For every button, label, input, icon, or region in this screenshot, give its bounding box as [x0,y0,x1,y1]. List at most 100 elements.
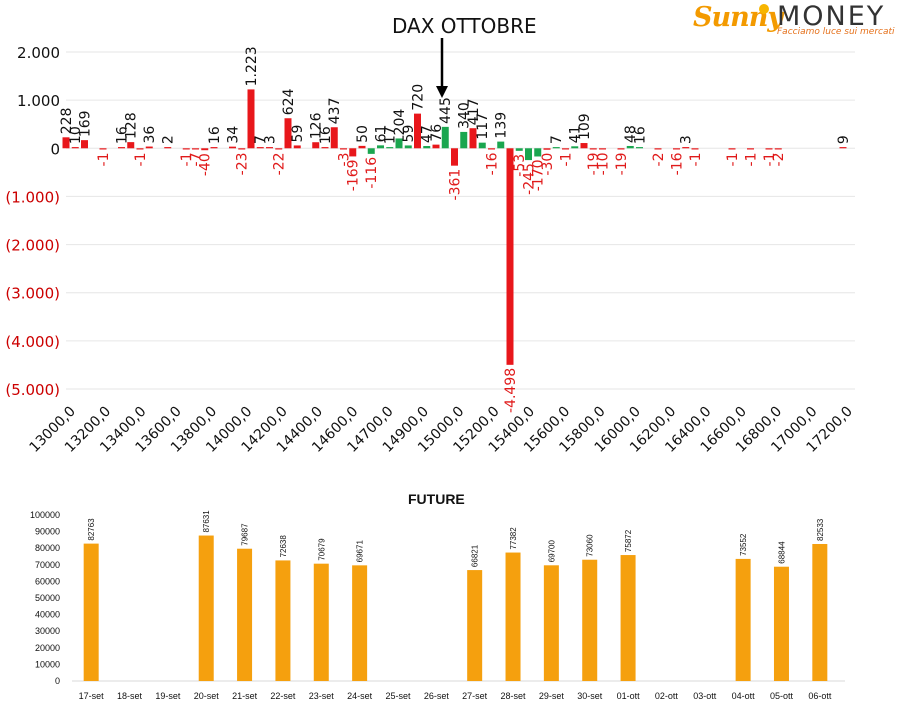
bar [467,570,483,681]
bar [182,148,190,150]
bar-value-label: 34 [225,126,241,144]
x-tick-label: 22-set [270,691,296,701]
bar-value-label: -7 [189,152,205,166]
bar-value-label: 10 [68,126,84,144]
bar-value-label: -1 [744,152,760,166]
bar [432,144,440,149]
bar [358,145,366,149]
bar [582,559,598,681]
bar-value-label: 720 [411,84,427,111]
bar-value-label: 16 [318,126,334,144]
bar-value-label: 3 [263,135,279,144]
bar [515,148,523,151]
bar [275,148,283,150]
bar [127,142,135,149]
bar [589,148,597,150]
x-tick-label: 19-set [155,691,181,701]
y-tick-label: 80000 [35,543,60,553]
bar-value-label: 624 [281,88,297,115]
bar-value-label: 73060 [586,534,595,557]
bar [210,147,218,149]
bar [266,147,273,149]
bar-value-label: -19 [586,152,602,175]
y-tick-label: 2.000 [17,44,60,62]
bar [765,148,773,150]
bar-value-label: 70679 [317,538,326,561]
bar-value-label: 69671 [356,540,365,563]
bar-value-label: 340 [457,102,473,129]
bar [543,148,551,150]
bar [562,148,569,150]
bar-value-label: -53 [512,154,528,177]
bar [839,147,847,149]
y-tick-label: (4.000) [5,333,60,351]
bar [599,148,606,150]
bar [349,148,357,157]
bar [284,118,292,149]
bar-value-label: 76 [429,124,445,142]
bar-value-label: -1 [688,152,704,166]
bar-value-label: 3 [679,135,695,144]
y-tick-label: 30000 [35,626,60,636]
bar [552,147,560,149]
bar [247,89,255,149]
bar-value-label: 139 [494,112,510,139]
bar-value-label: 50 [355,125,371,143]
bar-value-label: 61 [374,125,390,143]
bar [812,543,828,681]
bar [534,148,542,157]
bar-value-label: -19 [614,152,630,175]
bar [377,145,384,149]
bar-value-label: 59 [401,125,417,143]
bar-value-label: -116 [364,157,380,189]
x-tick-label: 03-ott [693,691,717,701]
bar [497,141,505,149]
bar [238,148,246,150]
bar-value-label: -1 [725,152,741,166]
bar [352,565,368,681]
bar [654,148,662,150]
bar [198,535,214,681]
x-tick-label: 20-set [194,691,220,701]
bar-value-label: 87631 [202,510,211,533]
chart-title-future: FUTURE [408,491,465,507]
bar [460,131,468,149]
bar-value-label: 41 [568,125,584,143]
y-tick-label: 70000 [35,560,60,570]
y-tick-label: 60000 [35,576,60,586]
x-tick-label: 23-set [309,691,335,701]
bar [673,148,680,150]
bar-value-label: 68844 [777,541,786,564]
bar-value-label: 117 [475,113,491,140]
bar-value-label: 437 [327,98,343,125]
bar-value-label: -3 [337,152,353,166]
bar [620,555,636,681]
bar-value-label: 77382 [509,527,518,550]
bar [321,147,329,149]
bar [340,148,347,150]
bar-value-label: 445 [438,97,454,124]
bar [728,148,736,150]
logo-tagline: Facciamo luce sui mercati [777,27,895,37]
bar [256,147,264,149]
bar-value-label: -22 [272,152,288,175]
bar-value-label: 72638 [279,535,288,558]
x-tick-label: 17-set [79,691,105,701]
chart-title-dax: DAX OTTOBRE [392,14,537,38]
bar-value-label: 59 [290,125,306,143]
bar-value-label: -170 [531,159,547,191]
bar-value-label: 204 [392,109,408,136]
x-tick-label: 27-set [462,691,488,701]
bar-value-label: -1 [559,152,575,166]
bar [747,148,754,150]
bar [682,147,690,149]
x-tick-label: 29-set [539,691,565,701]
bar [330,127,338,149]
bar [83,543,99,681]
bar [237,548,253,681]
bar [571,146,579,149]
bar-value-label: 1.223 [244,46,260,86]
bar [367,148,375,154]
bar [423,146,431,149]
y-tick-label: 50000 [35,593,60,603]
